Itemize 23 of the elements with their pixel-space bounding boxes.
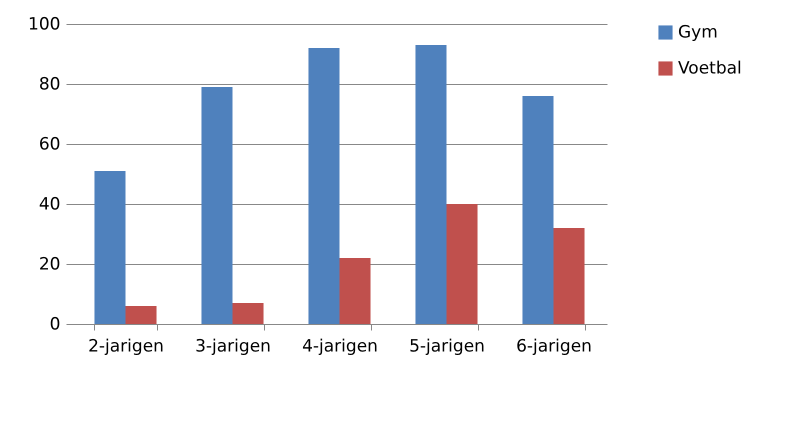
y-tick-label: 80 <box>38 74 60 94</box>
bar <box>415 45 446 324</box>
bar <box>308 48 340 324</box>
y-tick-label: 20 <box>38 254 60 274</box>
x-tick-label: 3-jarigen <box>195 336 271 356</box>
bar <box>522 96 554 324</box>
bar <box>201 87 232 324</box>
bar <box>340 258 371 324</box>
bar <box>232 303 264 324</box>
x-tick-label: 5-jarigen <box>409 336 485 356</box>
x-tick-label: 6-jarigen <box>516 336 592 356</box>
bar <box>446 204 478 324</box>
bar <box>126 306 157 324</box>
y-tick-label: 40 <box>38 194 60 214</box>
x-tick-label: 2-jarigen <box>88 336 164 356</box>
legend-label: Voetbal <box>678 58 742 78</box>
x-tick-label: 4-jarigen <box>302 336 378 356</box>
y-tick-label: 60 <box>38 134 60 154</box>
y-tick-label: 0 <box>50 314 60 334</box>
bar <box>94 171 126 324</box>
legend-label: Gym <box>678 22 718 42</box>
bar <box>554 228 585 324</box>
y-tick-label: 100 <box>28 14 60 34</box>
